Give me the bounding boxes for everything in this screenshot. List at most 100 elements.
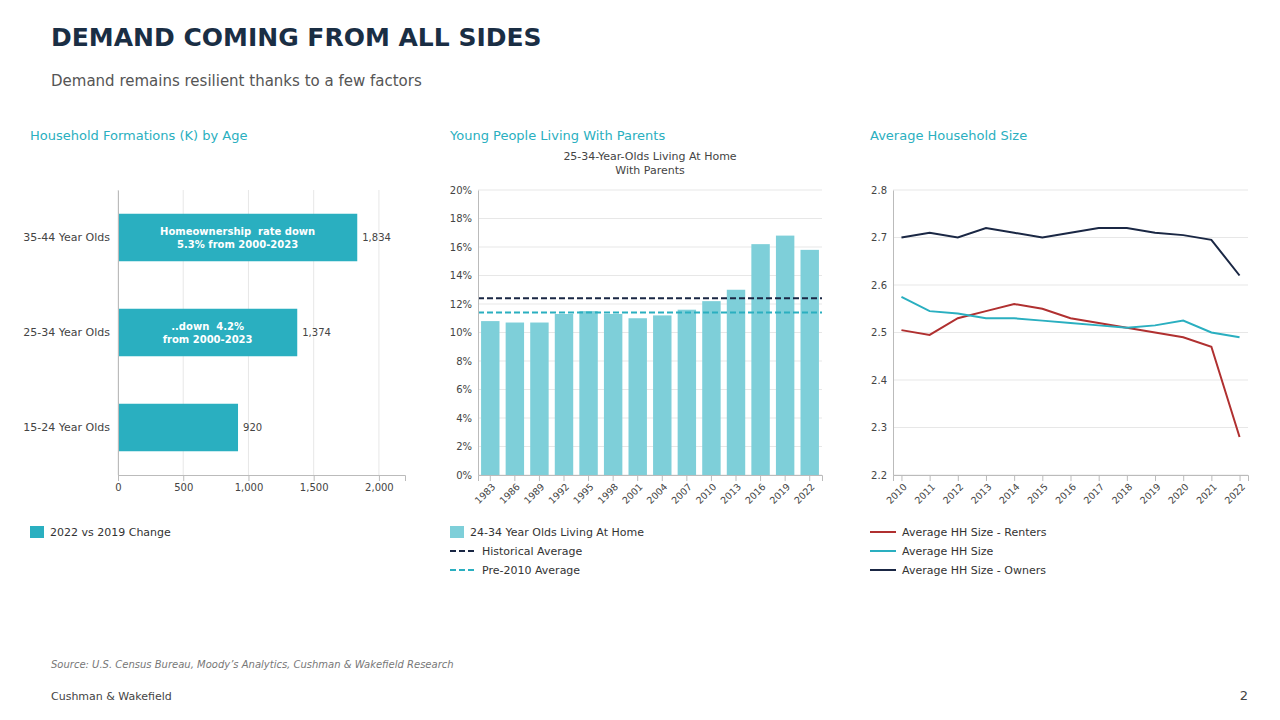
tick-label: 16% bbox=[450, 242, 472, 253]
bar bbox=[506, 323, 524, 475]
data-label: 1,834 bbox=[362, 232, 391, 243]
tick: 1995 bbox=[571, 475, 596, 506]
tick-mark bbox=[118, 475, 119, 481]
bar bbox=[801, 250, 819, 475]
bar bbox=[751, 244, 769, 475]
tick: 2.4 bbox=[871, 375, 893, 386]
title: DEMAND COMING FROM ALL SIDES bbox=[51, 23, 542, 52]
tick: 2016 bbox=[1053, 475, 1078, 506]
tick-mark bbox=[711, 475, 712, 481]
legend-label: Average HH Size - Owners bbox=[902, 564, 1046, 577]
tick-mark bbox=[958, 475, 959, 481]
tick: 2% bbox=[456, 441, 478, 452]
tick-label: 500 bbox=[174, 482, 193, 493]
tick-mark bbox=[1099, 475, 1100, 481]
legend-label: Average HH Size - Renters bbox=[902, 526, 1047, 539]
tick-label: 2% bbox=[456, 441, 472, 452]
tick-mark bbox=[248, 475, 249, 481]
tick: 2010 bbox=[884, 475, 909, 506]
tick-label: 2010 bbox=[694, 481, 719, 506]
grid-line bbox=[478, 218, 822, 219]
legend-label: 24-34 Year Olds Living At Home bbox=[470, 526, 644, 539]
subtitle: Demand remains resilient thanks to a few… bbox=[51, 72, 422, 90]
tick-label: 2001 bbox=[620, 481, 645, 506]
tick-mark bbox=[785, 475, 786, 481]
source: Source: U.S. Census Bureau, Moody’s Anal… bbox=[51, 659, 454, 670]
tick-mark bbox=[809, 475, 810, 481]
tick-mark bbox=[1155, 475, 1156, 481]
tick: 1992 bbox=[546, 475, 571, 506]
chart-title: Young People Living With Parents bbox=[449, 128, 665, 143]
tick-label: 2.5 bbox=[871, 327, 887, 338]
legend-swatch bbox=[450, 526, 464, 538]
tick-label: 1995 bbox=[571, 481, 596, 506]
tick-label: 1998 bbox=[595, 481, 620, 506]
tick-mark bbox=[662, 475, 663, 481]
tick-label: 2010 bbox=[884, 481, 909, 506]
tick-label: 4% bbox=[456, 413, 472, 424]
legend-label: 2022 vs 2019 Change bbox=[50, 526, 171, 539]
tick-label: 2016 bbox=[1053, 481, 1078, 506]
tick-label: 1983 bbox=[473, 481, 498, 506]
tick: 0% bbox=[456, 470, 478, 481]
tick-label: 1,500 bbox=[300, 482, 329, 493]
tick-mark bbox=[1127, 475, 1128, 481]
tick-label: 12% bbox=[450, 299, 472, 310]
bar bbox=[579, 311, 597, 475]
annotation-line: 5.3% from 2000-2023 bbox=[177, 239, 298, 250]
tick: 6% bbox=[456, 384, 478, 395]
bar bbox=[604, 314, 622, 475]
grid bbox=[478, 190, 822, 475]
legend-swatch bbox=[870, 569, 896, 571]
tick: 2021 bbox=[1194, 475, 1219, 506]
tick-label: 2013 bbox=[969, 481, 994, 506]
tick-mark bbox=[564, 475, 565, 481]
tick: 2016 bbox=[743, 475, 768, 506]
tick: 2022 bbox=[792, 475, 817, 506]
tick-label: 6% bbox=[456, 384, 472, 395]
tick-mark bbox=[686, 475, 687, 481]
y-axis-line bbox=[118, 191, 119, 476]
tick-label: 2020 bbox=[1166, 481, 1191, 506]
tick-label: 2022 bbox=[792, 481, 817, 506]
tick-label: 2015 bbox=[1025, 481, 1050, 506]
tick-label: 18% bbox=[450, 213, 472, 224]
bar bbox=[702, 301, 720, 475]
tick-mark bbox=[613, 475, 614, 481]
panel: Average Household Size201020112012201320… bbox=[870, 128, 1249, 577]
tick: 2.3 bbox=[871, 422, 893, 433]
tick: 16% bbox=[450, 242, 478, 253]
plot-area bbox=[118, 214, 357, 452]
legend: Average HH Size - Renters Average HH Size… bbox=[870, 526, 1047, 577]
legend-swatch bbox=[30, 526, 44, 538]
legend-item: Historical Average bbox=[450, 545, 582, 558]
legend-item: Pre-2010 Average bbox=[450, 564, 580, 577]
tick-label: 2011 bbox=[912, 481, 937, 506]
tick-label: 2.2 bbox=[871, 470, 887, 481]
grid-line bbox=[893, 380, 1248, 381]
legend-label: Historical Average bbox=[482, 545, 582, 558]
tick: 2010 bbox=[694, 475, 719, 506]
legend: 2022 vs 2019 Change bbox=[30, 526, 171, 539]
tick-mark bbox=[1071, 475, 1072, 481]
tick: 2015 bbox=[1025, 475, 1050, 506]
tick: 0 bbox=[115, 475, 121, 493]
tick: 1,000 bbox=[235, 475, 264, 493]
chart-title: Household Formations (K) by Age bbox=[30, 128, 247, 143]
tick-label: 2.4 bbox=[871, 375, 887, 386]
bar bbox=[481, 321, 499, 475]
reference-line bbox=[478, 297, 822, 299]
tick: 2018 bbox=[1110, 475, 1135, 506]
y-axis-line bbox=[893, 191, 894, 476]
grid bbox=[893, 190, 1248, 475]
tick-mark bbox=[539, 475, 540, 481]
tick: 1,500 bbox=[300, 475, 329, 493]
tick: 25-34 Year Olds bbox=[23, 326, 118, 339]
legend-item: 24-34 Year Olds Living At Home bbox=[450, 526, 644, 539]
bar bbox=[118, 309, 297, 357]
tick-mark bbox=[1211, 475, 1212, 481]
tick-mark bbox=[930, 475, 931, 481]
x-axis-line bbox=[479, 476, 823, 482]
grid-line bbox=[478, 247, 822, 248]
plot-area bbox=[901, 228, 1239, 437]
